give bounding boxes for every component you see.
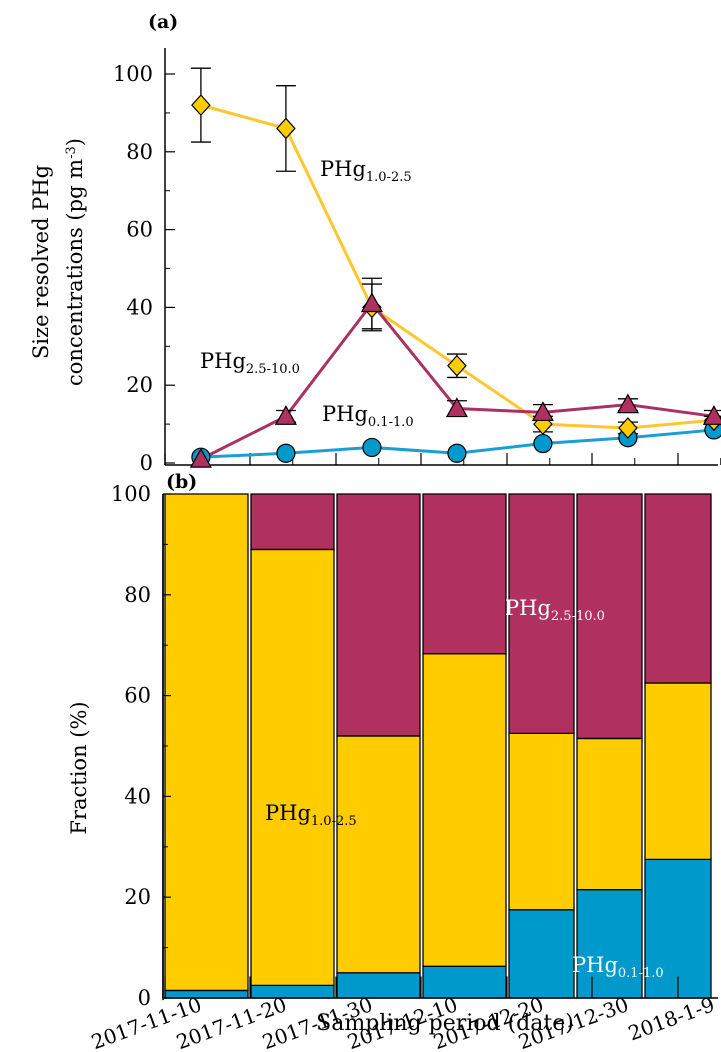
panel-label-a: (a) bbox=[148, 11, 178, 33]
bar-s2 bbox=[645, 683, 711, 859]
bar-s1 bbox=[165, 990, 248, 998]
bar-s3 bbox=[577, 494, 642, 738]
annot-a-s1-main: PHg bbox=[322, 402, 368, 426]
bar-s2 bbox=[577, 738, 642, 889]
panel-a-ytick-label: 60 bbox=[126, 218, 153, 242]
panel-b-ylabel: Fraction (%) bbox=[67, 701, 91, 834]
point-s3 bbox=[360, 292, 383, 313]
bar-s3 bbox=[337, 494, 420, 736]
point-s1 bbox=[362, 437, 382, 458]
panel-a-ylabel-line1: Size resolved PHg bbox=[29, 165, 53, 359]
point-s3 bbox=[531, 401, 554, 422]
x-axis-label: Sampling period (date) bbox=[316, 1011, 574, 1036]
bar-s3 bbox=[251, 494, 334, 549]
bar-s2 bbox=[509, 733, 574, 909]
panel-a-ylabel-line2: concentrations (pg m-3) bbox=[63, 138, 87, 386]
annot-a-s3: PHg2.5-10.0 bbox=[200, 349, 300, 377]
panel-a: 0 20 40 60 80 100 Size resolved PHg concentra… bbox=[29, 48, 721, 475]
bar-s2 bbox=[165, 494, 248, 990]
bar-s3 bbox=[423, 494, 506, 654]
x-tick-label: 2018-1-9 bbox=[625, 992, 718, 1045]
point-s2 bbox=[618, 417, 638, 439]
annot-a-s2-main: PHg bbox=[320, 157, 366, 181]
panel-a-ytick-label: 40 bbox=[126, 295, 153, 319]
panel-a-ytick-label: 0 bbox=[140, 451, 153, 475]
annot-a-s1-sub: 0.1-1.0 bbox=[368, 415, 414, 430]
point-s1 bbox=[276, 443, 296, 463]
panel-b: Fraction (%) PHg1.0-2.5 PHg2.5-10.0 PHg0… bbox=[67, 494, 718, 1001]
point-s3 bbox=[445, 397, 468, 418]
point-s3 bbox=[616, 393, 639, 414]
annot-a-s3-sub: 2.5-10.0 bbox=[246, 362, 300, 377]
annot-a-s1: PHg0.1-1.0 bbox=[322, 402, 414, 430]
panel-a-ylabel-sup: -3 bbox=[64, 146, 79, 159]
bar-s1 bbox=[423, 966, 506, 998]
annot-b-s2-sub: 1.0-2.5 bbox=[311, 814, 357, 829]
panel-a-ytick-label: 100 bbox=[113, 62, 153, 86]
bar-s3 bbox=[509, 494, 574, 733]
annot-b-s2-main: PHg bbox=[265, 801, 311, 825]
annot-b-s1: PHg0.1-1.0 bbox=[572, 953, 664, 981]
annot-a-s3-main: PHg bbox=[200, 349, 246, 373]
panel-b-ytick-label: 20 bbox=[124, 885, 151, 909]
bar-s2 bbox=[251, 549, 334, 985]
panel-a-ytick-label: 20 bbox=[126, 373, 153, 397]
panel-label-b: (b) bbox=[166, 471, 197, 493]
annot-b-s1-main: PHg bbox=[572, 953, 618, 977]
point-s3 bbox=[274, 405, 297, 425]
point-s3 bbox=[189, 447, 212, 468]
annot-b-s2: PHg1.0-2.5 bbox=[265, 801, 357, 829]
bar-s1 bbox=[251, 985, 334, 998]
point-s1 bbox=[533, 433, 553, 454]
point-s2 bbox=[447, 354, 467, 377]
panel-a-ylabel-line2-main: concentrations (pg m bbox=[63, 159, 87, 386]
panel-b-ytick-label: 80 bbox=[124, 583, 151, 607]
annot-a-s2-sub: 1.0-2.5 bbox=[366, 170, 412, 185]
bar-s3 bbox=[645, 494, 711, 683]
point-s2 bbox=[276, 117, 296, 140]
series-line-s2 bbox=[200, 103, 715, 430]
panel-b-ytick-label: 40 bbox=[124, 784, 151, 808]
annot-b-s3-main: PHg bbox=[505, 596, 551, 620]
bar-s1 bbox=[509, 910, 574, 998]
panel-b-ytick-label: 0 bbox=[138, 986, 151, 1010]
bar-s2 bbox=[337, 736, 420, 973]
bar-s1 bbox=[645, 859, 711, 998]
annot-a-s2: PHg1.0-2.5 bbox=[320, 157, 412, 185]
panel-a-ytick-label: 80 bbox=[126, 140, 153, 164]
annot-b-s3: PHg2.5-10.0 bbox=[505, 596, 605, 624]
annot-b-s3-sub: 2.5-10.0 bbox=[551, 609, 605, 624]
annot-b-s1-sub: 0.1-1.0 bbox=[618, 966, 664, 981]
bar-s1 bbox=[577, 890, 642, 998]
panel-b-ytick-label: 100 bbox=[111, 482, 151, 506]
bar-s2 bbox=[423, 654, 506, 966]
point-s2 bbox=[191, 94, 211, 117]
point-s3 bbox=[702, 405, 721, 425]
panel-b-ytick-label: 60 bbox=[124, 684, 151, 708]
bar-s1 bbox=[337, 973, 420, 998]
point-s1 bbox=[447, 443, 467, 463]
panel-a-ylabel-close: ) bbox=[63, 138, 87, 146]
